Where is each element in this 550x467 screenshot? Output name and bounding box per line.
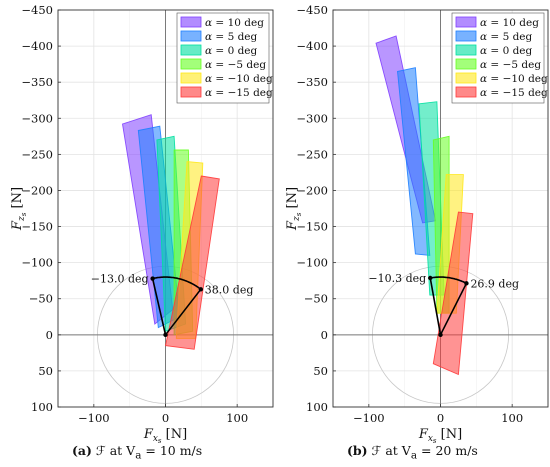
y-tick-label: −250 <box>296 147 328 161</box>
y-tick-label: 50 <box>313 364 328 378</box>
y-axis-label: Fzs [N] <box>285 187 303 231</box>
y-tick-label: 100 <box>31 400 53 414</box>
x-axis-label: Fxs [N] <box>418 427 462 445</box>
caption-b-post: = 20 m/s <box>417 443 478 458</box>
chart-panel-b: −10.3 deg 26.9 deg −450 −400 −350 −300 −250 −20… <box>285 3 549 445</box>
angle-label-right: 26.9 deg <box>470 277 519 290</box>
y-tick-label: −150 <box>296 220 328 234</box>
legend-swatch-2 <box>180 44 202 56</box>
y-tick-label: −50 <box>304 292 328 306</box>
legend-label-4: α = −10 deg <box>480 73 548 85</box>
legend-label-3: α = −5 deg <box>205 59 266 71</box>
caption-a-label: (a) <box>72 443 92 458</box>
y-tick-label: 50 <box>38 364 53 378</box>
y-tick-label: −400 <box>21 39 53 53</box>
series-region-5 <box>432 211 474 376</box>
legend-swatch-4 <box>180 72 202 84</box>
angle-ray-left <box>429 277 442 335</box>
legend-box <box>451 12 545 104</box>
y-tick-label: 0 <box>321 328 328 342</box>
y-tick-label: −450 <box>296 3 328 17</box>
angle-arc <box>430 276 467 284</box>
legend-label-0: α = 10 deg <box>205 17 264 29</box>
y-tick-label: −300 <box>296 111 328 125</box>
angle-marker-right <box>198 287 203 292</box>
y-tick-label: 0 <box>46 328 53 342</box>
x-tick-label: −100 <box>353 411 385 425</box>
legend-swatch-0 <box>455 16 477 28</box>
caption-a-pre: ℱ at V <box>91 443 136 458</box>
x-tick-label: −100 <box>78 411 110 425</box>
legend-label-4: α = −10 deg <box>205 73 273 85</box>
legend-swatch-5 <box>455 86 477 98</box>
angle-ray-right <box>164 288 202 336</box>
legend-label-1: α = 5 deg <box>480 31 533 43</box>
caption-a-post: = 10 m/s <box>141 443 203 458</box>
angle-label-left: −13.0 deg <box>91 273 149 286</box>
y-tick-label: −350 <box>296 75 328 89</box>
legend-swatch-3 <box>455 58 477 70</box>
series-region-5 <box>164 175 220 350</box>
y-tick-label: −50 <box>29 292 53 306</box>
legend-swatch-2 <box>455 44 477 56</box>
angle-marker-right <box>464 281 469 286</box>
legend-label-0: α = 10 deg <box>480 17 539 29</box>
legend-swatch-0 <box>180 16 202 28</box>
legend-label-3: α = −5 deg <box>480 59 541 71</box>
caption-b: (b) ℱ at Va = 20 m/s <box>347 443 478 462</box>
y-tick-label: −100 <box>296 256 328 270</box>
angle-arc <box>152 276 202 290</box>
y-tick-label: −400 <box>296 39 328 53</box>
caption-a: (a) ℱ at Va = 10 m/s <box>72 443 202 462</box>
y-tick-label: −300 <box>21 111 53 125</box>
legend-swatch-5 <box>180 86 202 98</box>
angle-label-left: −10.3 deg <box>368 272 426 285</box>
legend-label-1: α = 5 deg <box>205 31 258 43</box>
y-tick-label: −450 <box>21 3 53 17</box>
angle-marker-left <box>150 276 155 281</box>
y-tick-label: −200 <box>296 183 328 197</box>
y-tick-label: −250 <box>21 147 53 161</box>
x-tick-label: 100 <box>501 411 523 425</box>
chart-panel-a: −13.0 deg 38.0 deg −450 −400 −350 −300 −250 −20… <box>10 3 274 445</box>
angle-label-right: 38.0 deg <box>205 283 254 296</box>
caption-b-pre: ℱ at V <box>367 443 411 458</box>
angle-ray-left <box>151 278 167 335</box>
angle-ray-right <box>439 282 468 336</box>
y-tick-label: −200 <box>21 183 53 197</box>
origin-marker <box>438 332 443 338</box>
legend-swatch-1 <box>180 30 202 42</box>
x-tick-label: 0 <box>162 411 169 425</box>
y-tick-label: −150 <box>21 220 53 234</box>
origin-marker <box>163 332 168 338</box>
legend-label-5: α = −15 deg <box>480 87 548 99</box>
legend-label-5: α = −15 deg <box>205 87 273 99</box>
y-axis-label: Fzs [N] <box>10 187 28 231</box>
legend-swatch-4 <box>455 72 477 84</box>
angle-marker-left <box>428 275 433 281</box>
caption-b-label: (b) <box>347 443 368 458</box>
x-tick-label: 100 <box>226 411 248 425</box>
y-tick-label: −350 <box>21 75 53 89</box>
x-tick-label: 0 <box>437 411 444 425</box>
caption-a-sub: a <box>135 449 142 462</box>
legend-swatch-3 <box>180 58 202 70</box>
y-tick-label: 100 <box>306 400 328 414</box>
x-axis-label: Fxs [N] <box>143 427 187 445</box>
legend-label-2: α = 0 deg <box>480 45 533 57</box>
y-tick-label: −100 <box>21 256 53 270</box>
legend-swatch-1 <box>455 30 477 42</box>
caption-b-sub: a <box>410 449 418 462</box>
legend-label-2: α = 0 deg <box>205 45 258 57</box>
